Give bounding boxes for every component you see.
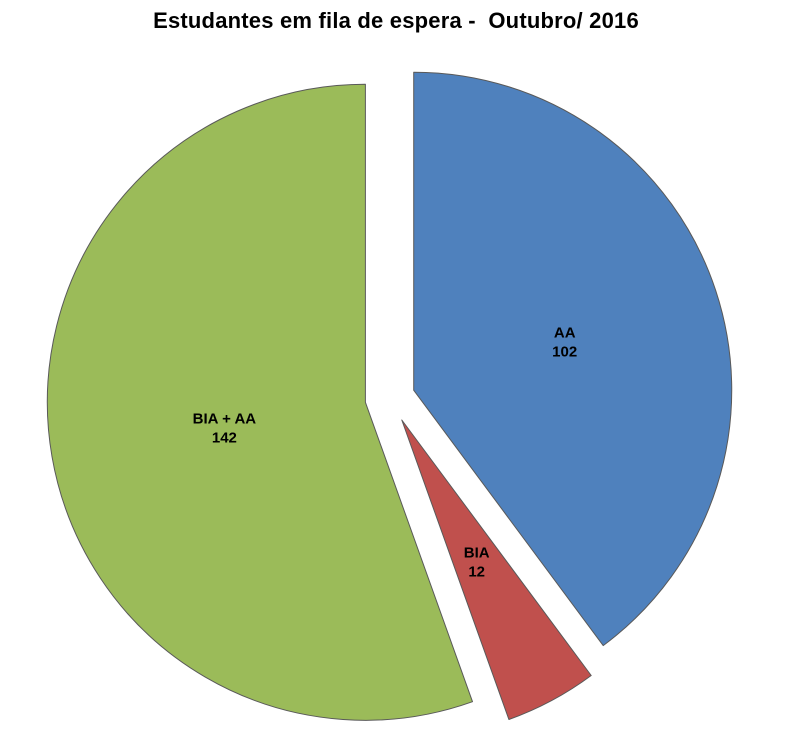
slice-label-bia-aa: BIA + AA 142: [193, 411, 257, 447]
pie-slice-aa[interactable]: [413, 71, 733, 647]
pie-slice-bia-aa[interactable]: [46, 83, 473, 721]
slice-value-text: 142: [212, 430, 237, 447]
slice-category-text: AA: [554, 324, 576, 341]
slice-label-bia: BIA 12: [464, 544, 490, 580]
slice-category-text: BIA + AA: [193, 411, 257, 428]
slice-value-text: 102: [552, 343, 577, 360]
chart-title: Estudantes em fila de espera - Outubro/ …: [153, 8, 639, 33]
slice-value-text: 12: [468, 563, 485, 580]
pie-slice-bia[interactable]: [401, 419, 592, 720]
slice-category-text: BIA: [464, 544, 490, 561]
slice-label-aa: AA 102: [552, 324, 577, 360]
